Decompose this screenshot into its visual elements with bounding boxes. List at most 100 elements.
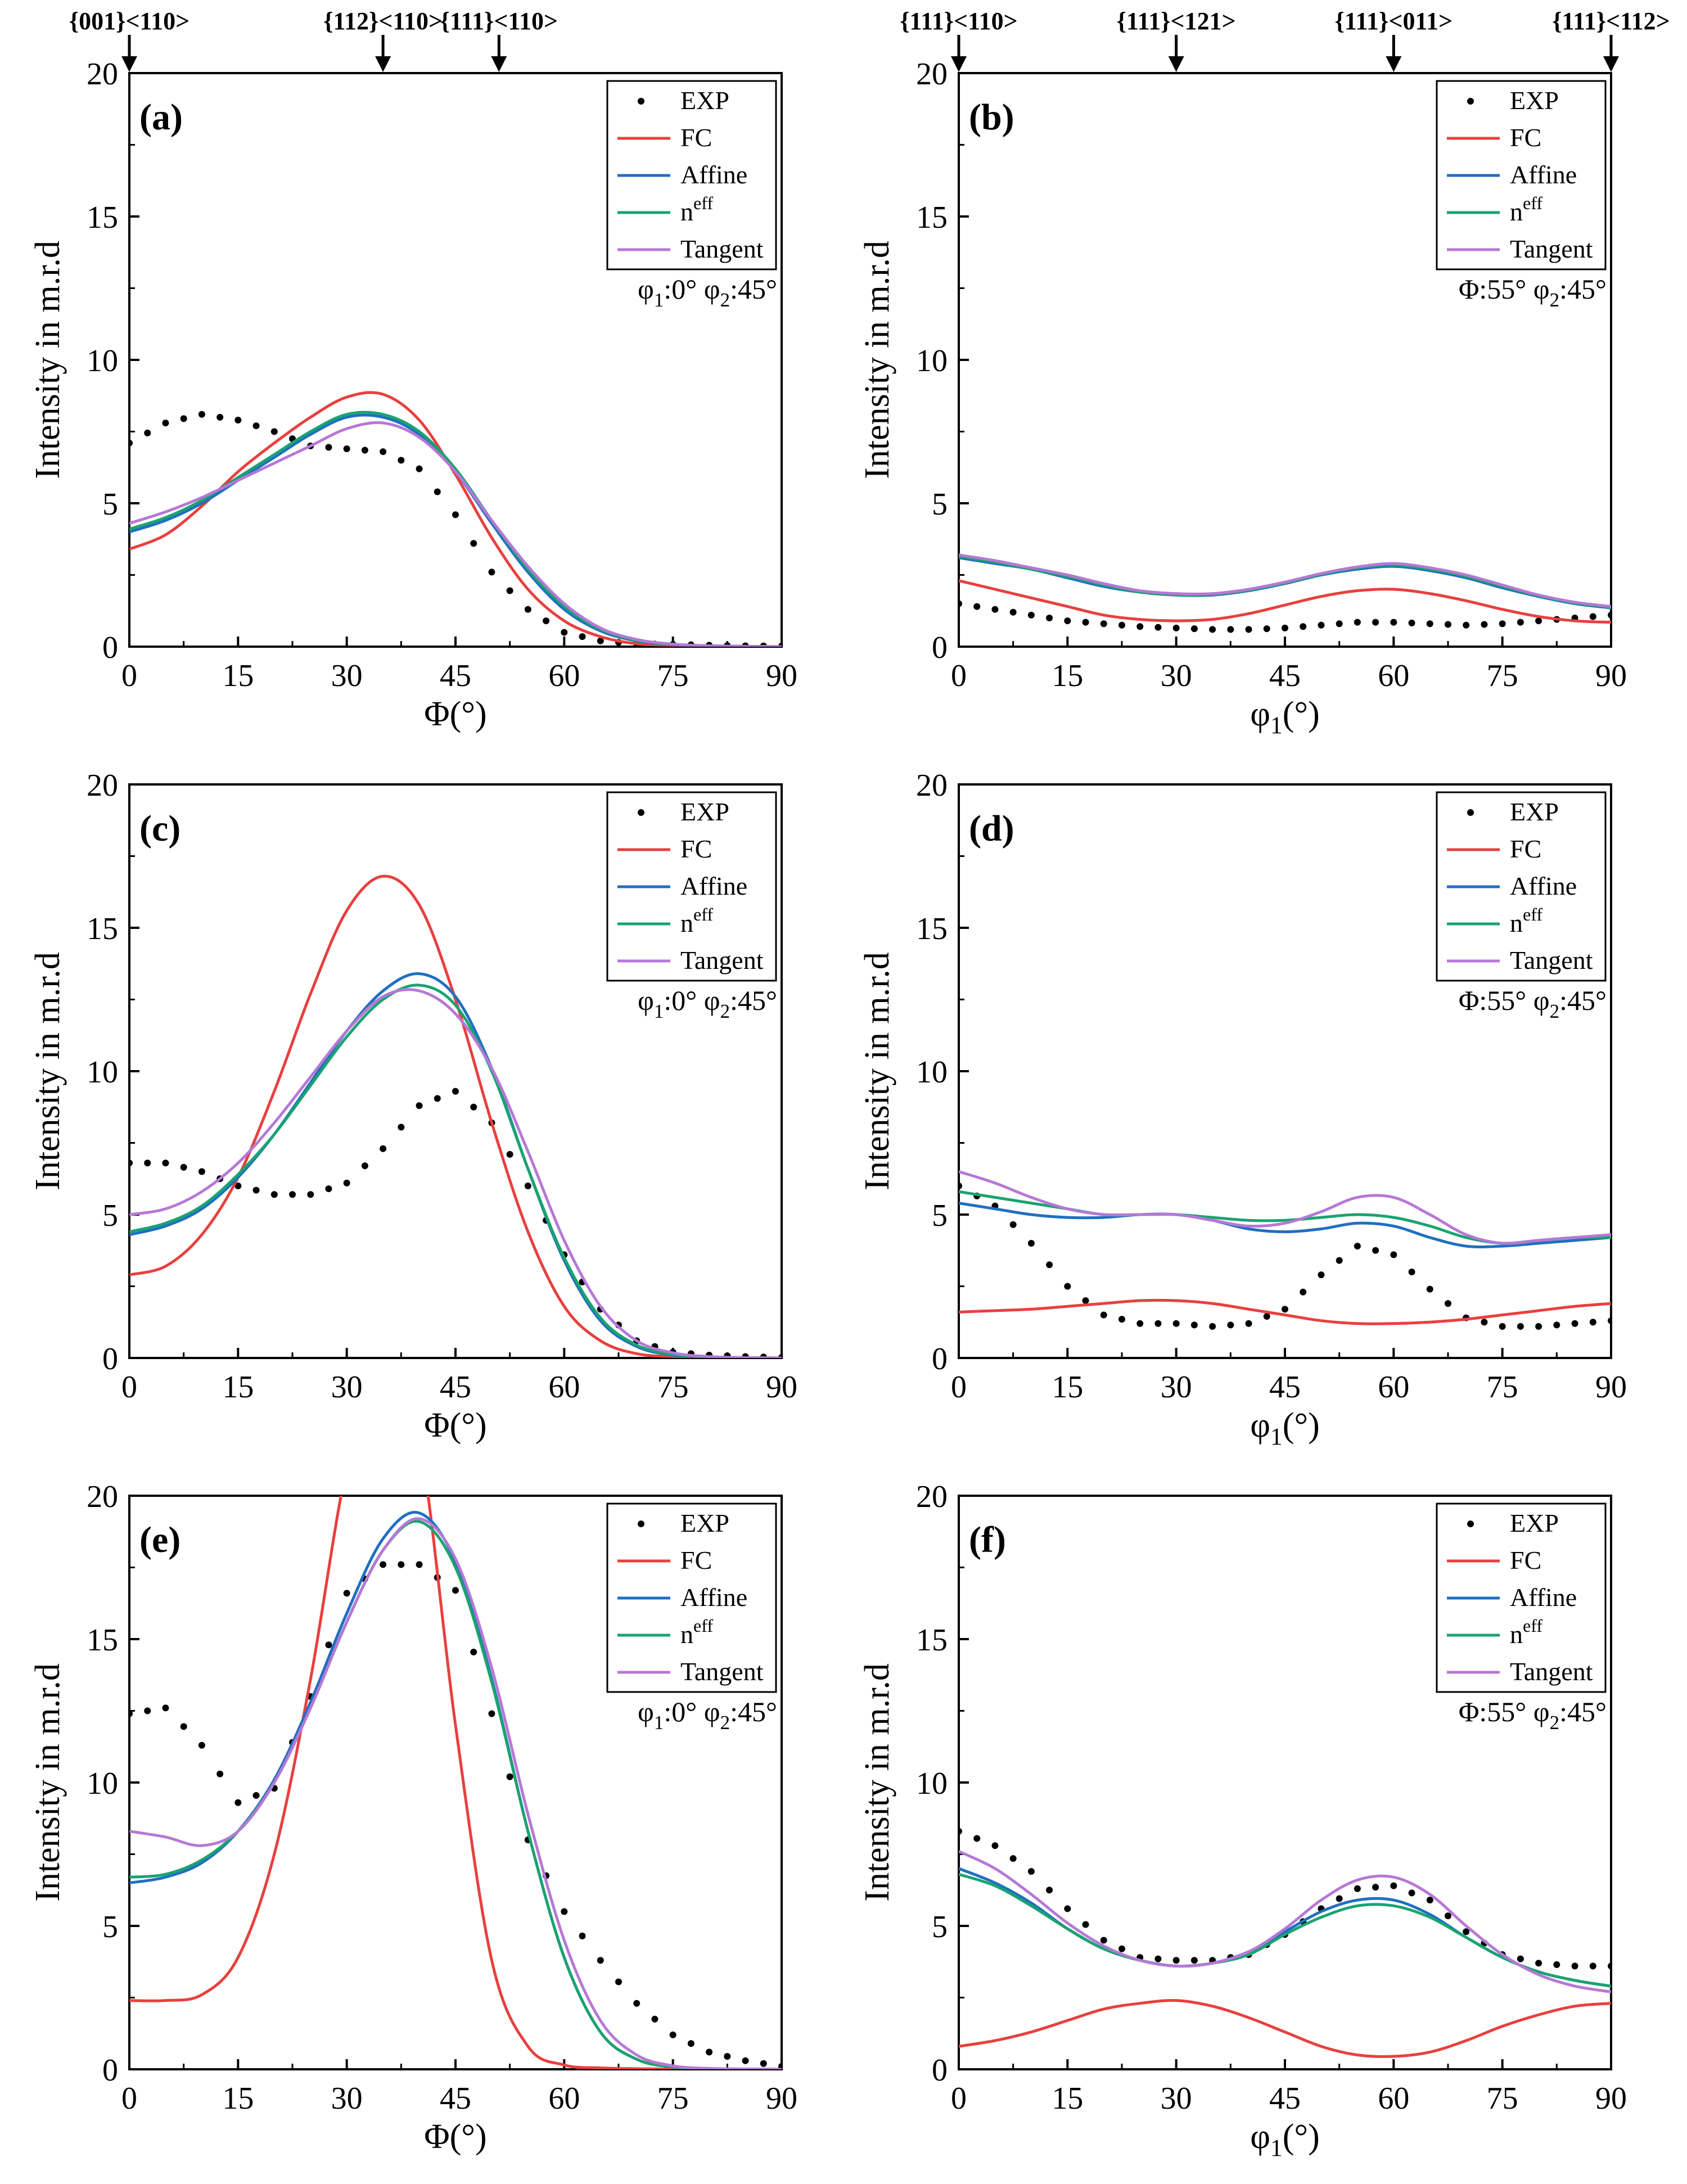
exp-point xyxy=(1445,1912,1451,1920)
series-line-tangent xyxy=(129,988,782,1358)
x-tick-label: 30 xyxy=(1161,658,1192,693)
exp-point xyxy=(289,1191,296,1198)
exp-point xyxy=(1463,1928,1470,1935)
x-tick-label: 15 xyxy=(222,2081,254,2116)
series-line-neff xyxy=(129,983,782,1358)
exp-point xyxy=(416,1102,423,1109)
exp-point xyxy=(669,2031,676,2038)
x-tick-label: 30 xyxy=(331,1370,363,1405)
plot-area xyxy=(129,874,782,1358)
exp-point xyxy=(416,465,423,472)
series-line-tangent xyxy=(129,421,782,647)
legend-swatch-exp xyxy=(1467,1520,1474,1527)
exp-point xyxy=(1082,1921,1089,1928)
exp-point xyxy=(1535,617,1542,625)
exp-point xyxy=(1009,1221,1017,1228)
exp-point xyxy=(1608,1317,1611,1324)
exp-point xyxy=(434,488,441,495)
legend-label: EXP xyxy=(680,1509,729,1537)
y-axis-label: Intensity in m.r.d xyxy=(858,241,896,479)
exp-point xyxy=(597,1957,604,1964)
x-tick-label: 0 xyxy=(951,2081,967,2116)
exp-point xyxy=(1027,1868,1035,1875)
y-tick-label: 10 xyxy=(916,344,948,378)
x-tick-label: 30 xyxy=(1161,1370,1192,1405)
x-tick-label: 45 xyxy=(1269,658,1301,693)
legend-label: neff xyxy=(1510,1616,1542,1649)
exp-point xyxy=(1046,1261,1053,1269)
exp-point xyxy=(991,1842,999,1849)
exp-point xyxy=(470,1648,477,1655)
exp-point xyxy=(1100,620,1107,628)
exp-point xyxy=(778,2063,782,2069)
exp-point xyxy=(1263,1313,1270,1320)
plot-area xyxy=(959,1827,1611,2058)
exp-point xyxy=(506,1150,513,1158)
exp-point xyxy=(1154,1320,1162,1327)
legend-label: FC xyxy=(680,834,712,863)
y-tick-label: 15 xyxy=(916,1623,948,1658)
exp-point xyxy=(144,1159,151,1167)
exp-point xyxy=(434,1095,441,1102)
exp-point xyxy=(579,633,586,640)
exp-point xyxy=(1354,1243,1361,1250)
exp-point xyxy=(1300,1288,1307,1296)
legend-label: FC xyxy=(1510,123,1541,152)
exp-point xyxy=(959,1827,962,1835)
exp-point xyxy=(162,1704,169,1712)
exp-point xyxy=(452,1088,459,1095)
exp-point xyxy=(216,414,224,421)
legend-label: EXP xyxy=(1510,86,1559,115)
exp-point xyxy=(216,1770,224,1777)
x-tick-label: 90 xyxy=(766,2081,797,2116)
exp-point xyxy=(1535,1960,1542,1967)
exp-point xyxy=(506,1773,513,1780)
y-tick-label: 5 xyxy=(102,1198,118,1233)
exp-point xyxy=(1354,619,1361,626)
y-tick-label: 5 xyxy=(102,1910,118,1944)
exp-point xyxy=(343,445,350,453)
exp-point xyxy=(1535,1323,1542,1330)
texture-component-label: {111}<112> xyxy=(1552,7,1670,35)
legend: EXP FC Affine neff Tangent xyxy=(606,80,777,270)
exp-point xyxy=(488,1710,495,1717)
exp-point xyxy=(1445,1300,1451,1307)
exp-point xyxy=(252,1186,260,1194)
series-line-affine xyxy=(959,1202,1611,1248)
top-annotations: {001}<110> {112}<110>{111}<110> xyxy=(69,7,558,72)
y-tick-label: 10 xyxy=(87,344,118,378)
y-tick-label: 15 xyxy=(87,1623,118,1658)
exp-point xyxy=(361,446,368,454)
y-tick-label: 10 xyxy=(916,1055,948,1090)
exp-point xyxy=(651,2015,658,2023)
x-tick-label: 15 xyxy=(1052,2081,1083,2116)
orientation-condition: Φ:55° φ2:45° xyxy=(1459,1696,1607,1734)
exp-point xyxy=(579,1932,586,1939)
exp-point xyxy=(1336,1895,1343,1902)
exp-point xyxy=(1426,1285,1433,1293)
exp-point xyxy=(470,1103,477,1111)
y-tick-label: 10 xyxy=(87,1055,118,1090)
series-line-fc xyxy=(129,874,782,1358)
top-annotations: {111}<110> {111}<121> {111}<011> {111}<112> xyxy=(900,7,1670,72)
legend-swatch-exp xyxy=(638,1520,644,1527)
exp-point xyxy=(1046,1887,1053,1894)
panel-e: 0 15 30 45 60 75 90 0 5 10 15 20 Φ(°) Intensity in m.… xyxy=(29,1479,797,2156)
exp-point xyxy=(398,1561,405,1568)
exp-point xyxy=(180,1163,187,1171)
x-tick-label: 90 xyxy=(766,658,797,693)
exp-point xyxy=(1154,1955,1162,1962)
exp-point xyxy=(543,617,550,625)
exp-point xyxy=(1118,621,1125,629)
exp-point xyxy=(1172,1320,1180,1327)
y-tick-label: 10 xyxy=(87,1766,118,1801)
exp-point xyxy=(1390,1251,1397,1258)
arrow-head-icon xyxy=(1603,56,1619,72)
legend-label: Affine xyxy=(1510,872,1577,900)
exp-point xyxy=(1336,620,1343,628)
arrow-head-icon xyxy=(1386,56,1402,72)
exp-point xyxy=(1408,619,1415,626)
plot-area xyxy=(129,391,782,647)
series-line-fc xyxy=(959,579,1611,624)
exp-point xyxy=(234,1799,242,1806)
